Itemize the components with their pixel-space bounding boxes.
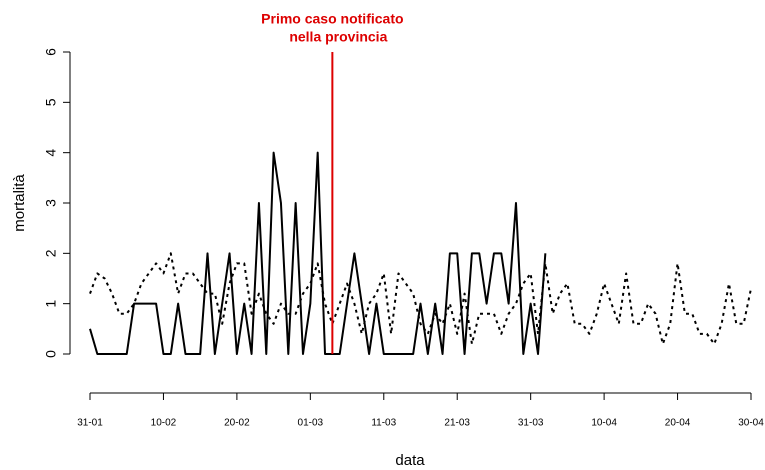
x-tick-label: 21-03	[444, 418, 470, 429]
x-tick-label: 10-02	[151, 418, 177, 429]
y-tick-label: 2	[43, 249, 59, 257]
y-tick-label: 5	[43, 98, 59, 106]
x-axis-label: data	[395, 452, 425, 469]
x-tick-label: 20-02	[224, 418, 250, 429]
x-tick-label: 31-03	[518, 418, 544, 429]
x-tick-label: 10-04	[591, 418, 617, 429]
y-tick-label: 1	[43, 300, 59, 308]
y-tick-label: 0	[43, 350, 59, 358]
y-axis-label: mortalità	[11, 174, 28, 232]
x-tick-label: 01-03	[298, 418, 324, 429]
y-tick-label: 3	[43, 199, 59, 207]
x-tick-label: 11-03	[371, 418, 396, 429]
y-tick-label: 6	[43, 48, 59, 56]
series-line	[89, 151, 547, 355]
x-tick-label: 30-04	[738, 418, 764, 429]
annotation-text: Primo caso notificato	[261, 11, 403, 27]
y-tick-label: 4	[43, 149, 59, 157]
x-tick-label: 31-01	[77, 418, 103, 429]
annotation-text: nella provincia	[289, 29, 387, 45]
x-tick-label: 20-04	[665, 418, 691, 429]
series-line	[89, 252, 752, 345]
